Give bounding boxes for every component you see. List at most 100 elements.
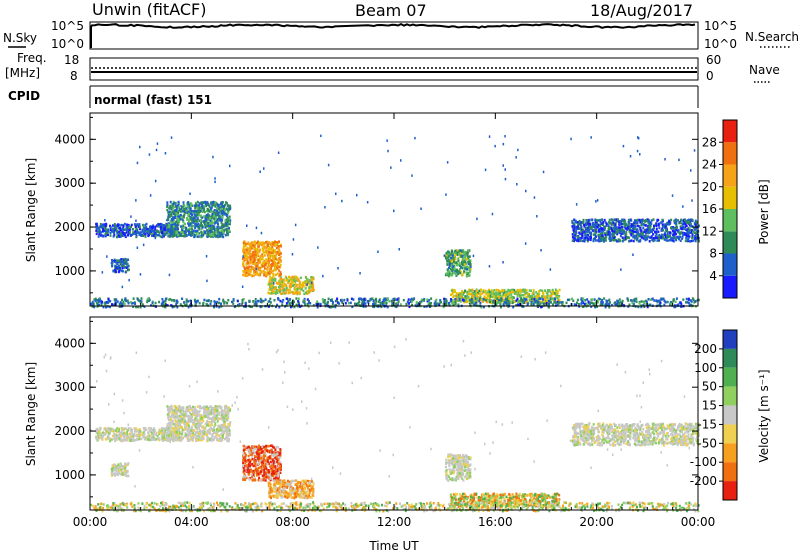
echo-cell [303, 300, 306, 303]
echo-cell [601, 303, 604, 306]
echo-cell [327, 297, 330, 301]
echo-cell [546, 293, 549, 297]
echo-cell [455, 297, 458, 300]
echo-cell [588, 228, 591, 232]
echo-cell [468, 293, 471, 296]
echo-cell [466, 272, 469, 275]
echo-cell [171, 216, 174, 219]
echo-cell [637, 137, 640, 140]
echo-cell [593, 298, 596, 301]
echo-cell [266, 240, 269, 244]
echo-cell [201, 204, 204, 207]
echo-cell [207, 230, 209, 234]
echo-cell [663, 233, 666, 236]
echo-cell [203, 206, 205, 210]
echo-cell [98, 297, 101, 301]
echo-cell [657, 299, 660, 303]
nave-tick-bottom: 0 [706, 69, 714, 83]
echo-cell [204, 226, 207, 229]
echo-cell [451, 268, 453, 272]
echo-cell [341, 301, 344, 304]
echo-cell [171, 305, 174, 309]
echo-cell [167, 215, 170, 219]
echo-cell [268, 252, 271, 255]
echo-cell [474, 297, 477, 300]
echo-cell [490, 292, 493, 295]
echo-cell [651, 238, 654, 242]
echo-cell [453, 254, 456, 257]
echo-cell [288, 275, 290, 279]
echo-cell [391, 300, 394, 303]
echo-cell [185, 300, 188, 303]
echo-cell [202, 231, 205, 234]
echo-cell [94, 297, 97, 301]
echo-cell [485, 292, 488, 296]
echo-cell [643, 234, 646, 238]
echo-cell [495, 302, 498, 306]
echo-cell [657, 218, 660, 222]
echo-cell [189, 192, 191, 195]
echo-cell [571, 225, 574, 228]
echo-cell [244, 252, 247, 255]
echo-cell [151, 436, 153, 440]
echo-cell [257, 253, 260, 256]
echo-cell [538, 289, 541, 293]
echo-cell [301, 286, 304, 290]
freq-unit-label: [MHz] [5, 66, 40, 80]
echo-cell [178, 234, 181, 238]
echo-cell [689, 240, 692, 243]
echo-cell [211, 204, 214, 207]
echo-cell [664, 225, 667, 228]
echo-cell [265, 241, 267, 244]
echo-cell [159, 235, 162, 238]
echo-cell [111, 427, 114, 431]
echo-cell [590, 305, 593, 308]
echo-cell [576, 227, 579, 230]
echo-cell [219, 226, 222, 229]
echo-cell [655, 299, 658, 303]
echo-cell [693, 235, 696, 238]
echo-cell [666, 234, 668, 237]
echo-cell [635, 297, 638, 300]
echo-cell [594, 224, 597, 227]
echo-cell [194, 211, 197, 215]
echo-cell [643, 305, 646, 308]
echo-cell [173, 229, 176, 232]
nsky-trace [90, 22, 696, 48]
echo-cell [217, 233, 220, 237]
echo-cell [205, 299, 208, 302]
echo-cell [261, 257, 264, 261]
echo-cell [690, 225, 693, 228]
echo-cell [148, 153, 151, 156]
echo-cell [157, 223, 160, 226]
echo-cell [146, 300, 149, 304]
echo-cell [681, 235, 684, 239]
echo-cell [467, 249, 470, 252]
echo-cell [603, 218, 606, 222]
echo-cell [476, 293, 479, 296]
echo-cell [245, 266, 248, 269]
echo-cell [591, 229, 594, 232]
echo-cell [625, 230, 628, 234]
echo-cell [479, 302, 482, 305]
echo-cell [255, 226, 258, 230]
echo-cell [306, 278, 309, 281]
echo-cell [272, 269, 275, 273]
echo-cell [639, 221, 642, 224]
echo-cell [222, 209, 225, 213]
echo-cell [461, 266, 464, 270]
echo-cell [616, 240, 619, 243]
echo-cell [614, 225, 617, 228]
echo-cell [135, 235, 138, 239]
echo-cell [119, 228, 122, 232]
echo-cell [454, 249, 457, 253]
echo-cell [462, 249, 465, 252]
echo-cell [684, 219, 687, 222]
echo-cell [171, 210, 174, 214]
echo-cell [170, 136, 173, 139]
echo-cell [96, 302, 98, 305]
echo-cell [277, 244, 280, 248]
echo-cell [181, 297, 184, 300]
echo-cell [206, 224, 208, 227]
echo-cell [177, 203, 180, 207]
